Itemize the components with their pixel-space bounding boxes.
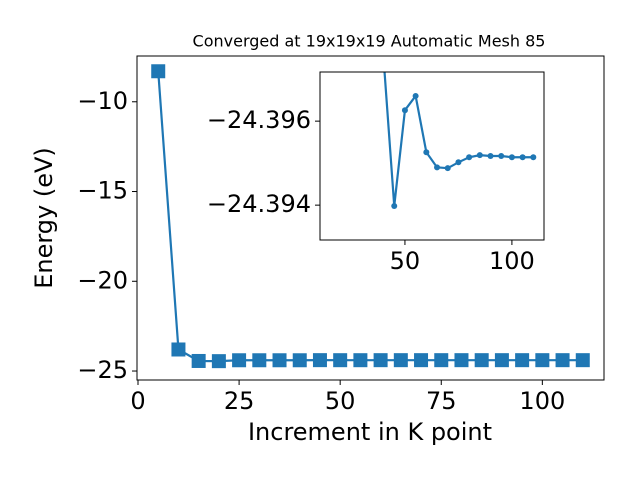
marker [333, 353, 348, 368]
series [383, 72, 537, 209]
x-tick-label: 50 [390, 247, 421, 275]
x-tick-label: 75 [426, 387, 457, 415]
marker [466, 154, 473, 161]
marker [151, 64, 166, 79]
y-tick-label: −25 [77, 356, 128, 384]
marker [487, 153, 494, 159]
marker [412, 92, 419, 99]
marker [312, 353, 327, 368]
x-tick-label: 100 [519, 387, 565, 415]
marker [535, 353, 550, 368]
marker [455, 159, 462, 166]
marker [272, 353, 287, 368]
marker [434, 353, 449, 368]
marker [476, 152, 483, 159]
marker [454, 353, 469, 368]
y-tick-label: −24.394 [207, 190, 311, 218]
y-axis-label: Energy (eV) [30, 147, 58, 289]
y-tick-label: −15 [77, 177, 128, 205]
marker [474, 353, 489, 368]
marker [171, 342, 186, 357]
marker [575, 353, 590, 368]
y-tick-label: −10 [77, 87, 128, 115]
marker [393, 353, 408, 368]
series [151, 64, 590, 369]
y-tick-label: −20 [77, 266, 128, 294]
marker [555, 353, 570, 368]
marker [444, 165, 451, 172]
axes-frame [136, 55, 605, 381]
x-tick-label: 50 [325, 387, 356, 415]
marker [494, 353, 509, 368]
marker [373, 353, 388, 368]
marker [401, 107, 408, 114]
marker [391, 202, 398, 209]
marker [292, 353, 307, 368]
x-tick-label: 25 [224, 387, 255, 415]
marker [423, 149, 430, 156]
marker [434, 164, 441, 171]
marker [252, 353, 267, 368]
marker [232, 353, 247, 368]
marker [508, 154, 515, 161]
marker [515, 353, 530, 368]
y-tick-label: −24.396 [207, 106, 311, 134]
marker [211, 354, 226, 369]
marker [530, 154, 537, 161]
marker [191, 353, 206, 368]
x-tick-label: 0 [130, 387, 145, 415]
marker [414, 353, 429, 368]
marker [353, 353, 368, 368]
marker [498, 153, 505, 159]
marker [519, 154, 526, 161]
chart-title: Converged at 19x19x19 Automatic Mesh 85 [193, 32, 546, 51]
data-line [157, 71, 583, 363]
axes-frame [319, 71, 545, 241]
x-tick-label: 100 [489, 247, 535, 275]
x-axis-label: Increment in K point [248, 418, 492, 446]
